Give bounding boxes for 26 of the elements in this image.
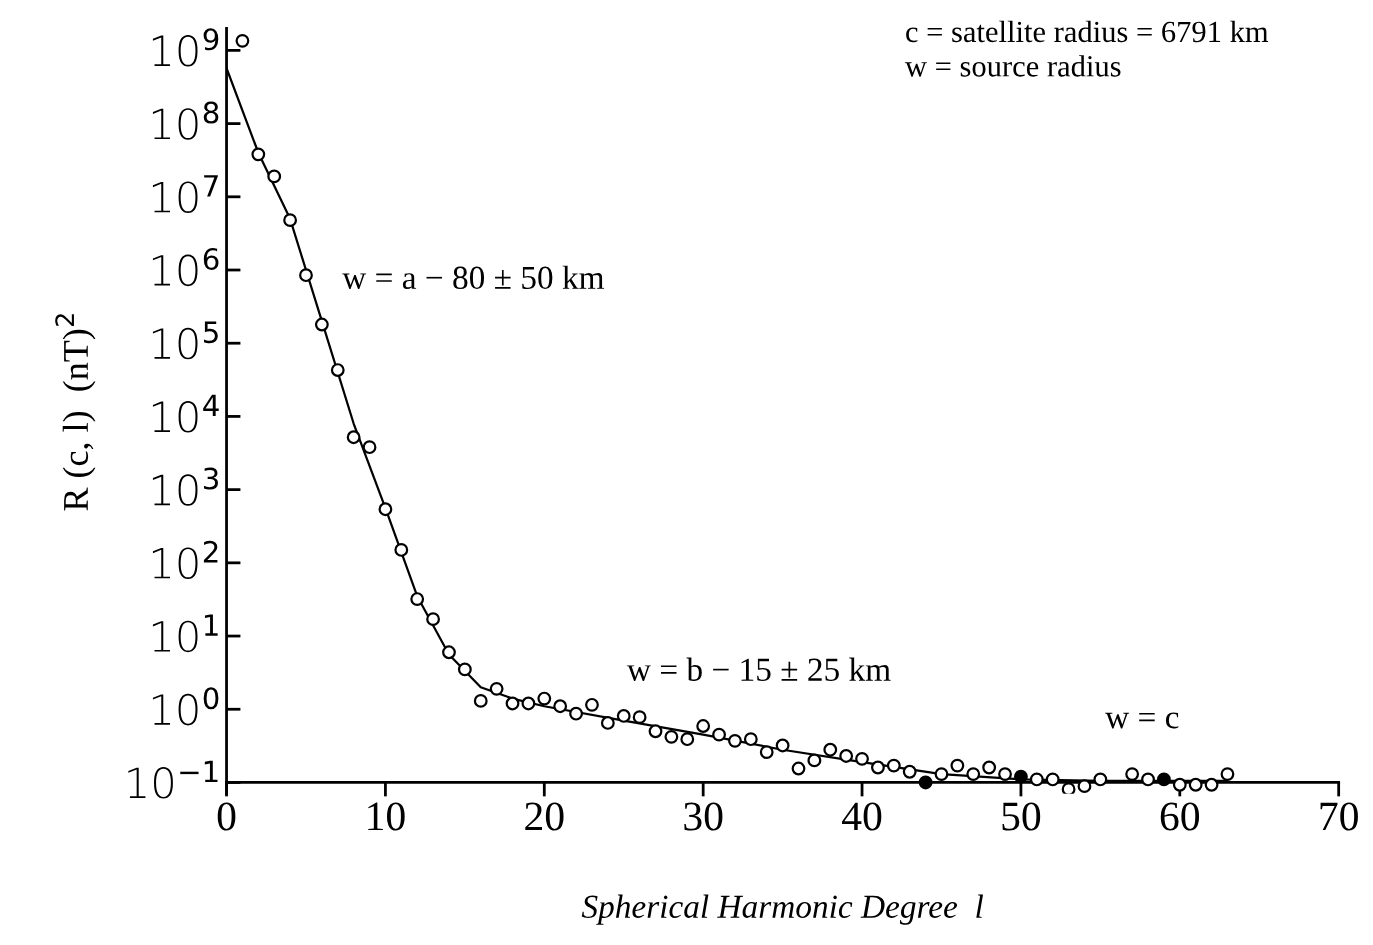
y-tick-label: 10$^{5}$ bbox=[152, 321, 218, 360]
y-tick-label: 10$^{8}$ bbox=[152, 101, 219, 140]
y-tick-label: 10$^{2}$ bbox=[152, 540, 218, 579]
annotation: w = c bbox=[1105, 712, 1179, 729]
x-tick-label: 20 bbox=[525, 802, 564, 831]
x-tick-label: 50 bbox=[1002, 802, 1041, 831]
y-tick-label: 10$^{0}$ bbox=[152, 687, 219, 726]
y-tick-label: 10$^{1}$ bbox=[152, 614, 218, 653]
y-tick-label: 10$^{3}$ bbox=[152, 467, 218, 506]
x-tick-label: 10 bbox=[368, 802, 405, 831]
y-axis-title: R (c, l) (nT)$^{2}$ bbox=[55, 314, 96, 511]
annotation: w = b − 15 ± 25 km bbox=[626, 657, 891, 682]
annotation: w = a − 80 ± 50 km bbox=[342, 265, 605, 290]
y-tick-label: 10$^{6}$ bbox=[152, 247, 219, 287]
x-tick-label: 0 bbox=[217, 802, 236, 831]
annotation: c = satellite radius = 6791 km bbox=[906, 20, 1269, 43]
x-tick-label: 60 bbox=[1160, 802, 1200, 831]
y-tick-label: 10$^{−1}$ bbox=[128, 760, 218, 799]
y-tick-label: 10$^{9}$ bbox=[152, 28, 219, 67]
annotation: w = source radius bbox=[904, 55, 1121, 77]
x-axis-title: Spherical Harmonic Degree l bbox=[581, 894, 984, 925]
y-tick-label: 10$^{7}$ bbox=[152, 175, 218, 213]
x-tick-label: 30 bbox=[684, 802, 723, 831]
x-tick-label: 40 bbox=[842, 802, 882, 831]
x-tick-label: 70 bbox=[1320, 802, 1358, 831]
y-tick-label: 10$^{4}$ bbox=[152, 394, 219, 433]
